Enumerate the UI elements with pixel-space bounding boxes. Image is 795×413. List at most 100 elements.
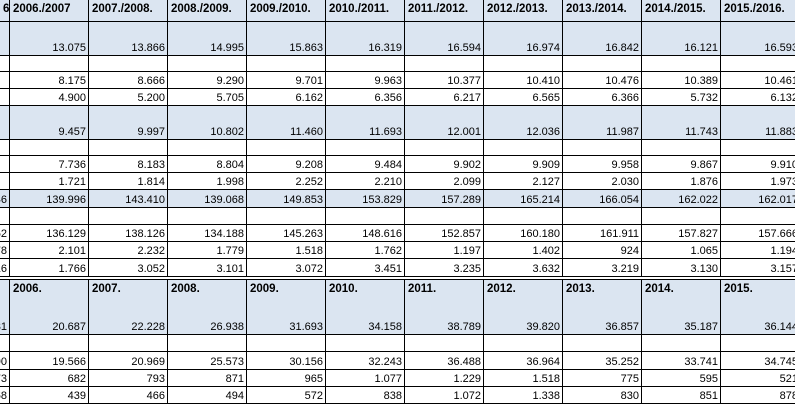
table-cell[interactable]: 139.068 <box>168 190 247 208</box>
table-cell[interactable]: 9.290 <box>168 72 247 89</box>
table-cell[interactable]: 8.175 <box>10 72 89 89</box>
table-cell[interactable]: 10.461 <box>721 72 795 89</box>
table-cell[interactable]: 6.132 <box>721 89 795 106</box>
table-cell[interactable]: 16.121 <box>642 22 721 56</box>
table-cell[interactable] <box>168 56 247 72</box>
table-cell[interactable]: 16.974 <box>484 22 563 56</box>
table-cell[interactable]: 6.162 <box>247 89 326 106</box>
table-cell[interactable]: 143.410 <box>89 190 168 208</box>
table-cell[interactable]: 2007./2008. <box>89 0 168 22</box>
table-cell[interactable]: 16 <box>0 259 10 277</box>
table-cell[interactable]: 3.219 <box>563 259 642 277</box>
table-cell[interactable]: 2.101 <box>10 242 89 259</box>
table-cell[interactable]: 160.180 <box>484 225 563 242</box>
table-cell[interactable]: 572 <box>247 387 326 404</box>
table-cell[interactable] <box>563 56 642 72</box>
table-cell[interactable]: 20.969 <box>89 352 168 370</box>
table-cell[interactable]: 5.200 <box>89 89 168 106</box>
table-cell[interactable]: 11.987 <box>563 106 642 140</box>
table-cell[interactable] <box>247 335 326 352</box>
table-cell[interactable]: 1.766 <box>10 259 89 277</box>
table-cell[interactable] <box>642 56 721 72</box>
table-cell[interactable] <box>0 72 10 89</box>
table-cell[interactable]: 78 <box>0 242 10 259</box>
table-cell[interactable]: 2010. <box>326 280 405 302</box>
table-cell[interactable] <box>484 208 563 225</box>
table-cell[interactable]: 1.779 <box>168 242 247 259</box>
table-cell[interactable]: 2.099 <box>405 173 484 190</box>
table-cell[interactable] <box>484 56 563 72</box>
table-cell[interactable]: 36.964 <box>484 352 563 370</box>
table-cell[interactable]: 5.705 <box>168 89 247 106</box>
table-cell[interactable]: 162.017 <box>721 190 795 208</box>
table-cell[interactable]: 15.863 <box>247 22 326 56</box>
table-cell[interactable]: 2008./2009. <box>168 0 247 22</box>
table-cell[interactable] <box>247 140 326 156</box>
table-cell[interactable]: 12.036 <box>484 106 563 140</box>
table-cell[interactable]: 165.214 <box>484 190 563 208</box>
table-cell[interactable]: 35.187 <box>642 301 721 335</box>
table-cell[interactable]: 31.693 <box>247 301 326 335</box>
table-cell[interactable]: 157.666 <box>721 225 795 242</box>
table-cell[interactable]: 32.243 <box>326 352 405 370</box>
table-cell[interactable]: 1.072 <box>405 387 484 404</box>
table-cell[interactable]: 13.866 <box>89 22 168 56</box>
table-cell[interactable]: 2.210 <box>326 173 405 190</box>
table-cell[interactable]: 2013. <box>563 280 642 302</box>
table-cell[interactable]: 595 <box>642 370 721 387</box>
table-cell[interactable]: 9.208 <box>247 156 326 173</box>
table-cell[interactable]: 5.732 <box>642 89 721 106</box>
table-cell[interactable]: 9.909 <box>484 156 563 173</box>
table-cell[interactable]: 161.911 <box>563 225 642 242</box>
table-cell[interactable] <box>0 89 10 106</box>
table-cell[interactable]: 8.666 <box>89 72 168 89</box>
table-cell[interactable] <box>484 335 563 352</box>
table-cell[interactable]: 2014./2015. <box>642 0 721 22</box>
table-cell[interactable]: 11.460 <box>247 106 326 140</box>
table-cell[interactable]: 9.867 <box>642 156 721 173</box>
table-cell[interactable] <box>168 335 247 352</box>
table-cell[interactable] <box>0 208 10 225</box>
table-cell[interactable]: 11.743 <box>642 106 721 140</box>
table-cell[interactable]: 8.183 <box>89 156 168 173</box>
table-cell[interactable] <box>0 106 10 140</box>
table-cell[interactable]: 36.857 <box>563 301 642 335</box>
table-cell[interactable]: 439 <box>10 387 89 404</box>
table-cell[interactable]: 10.410 <box>484 72 563 89</box>
table-cell[interactable]: 30.156 <box>247 352 326 370</box>
table-cell[interactable]: 9.701 <box>247 72 326 89</box>
table-cell[interactable]: 9.484 <box>326 156 405 173</box>
table-cell[interactable] <box>10 140 89 156</box>
table-cell[interactable]: 22.228 <box>89 301 168 335</box>
table-cell[interactable]: 2013./2014. <box>563 0 642 22</box>
table-cell[interactable]: 166.054 <box>563 190 642 208</box>
table-cell[interactable]: 153.829 <box>326 190 405 208</box>
table-cell[interactable] <box>168 140 247 156</box>
table-cell[interactable] <box>405 208 484 225</box>
table-cell[interactable]: 10.389 <box>642 72 721 89</box>
table-cell[interactable]: 16.319 <box>326 22 405 56</box>
table-cell[interactable] <box>721 208 795 225</box>
table-cell[interactable] <box>0 56 10 72</box>
table-cell[interactable]: 3.052 <box>89 259 168 277</box>
table-cell[interactable]: 26.938 <box>168 301 247 335</box>
table-cell[interactable] <box>642 140 721 156</box>
table-cell[interactable] <box>89 56 168 72</box>
table-cell[interactable]: 2006./2007 <box>10 0 89 22</box>
table-cell[interactable]: 31 <box>0 301 10 335</box>
table-cell[interactable]: 2008. <box>168 280 247 302</box>
table-cell[interactable]: 793 <box>89 370 168 387</box>
table-cell[interactable] <box>405 140 484 156</box>
table-cell[interactable]: 36.488 <box>405 352 484 370</box>
table-cell[interactable]: 521 <box>721 370 795 387</box>
table-cell[interactable] <box>0 22 10 56</box>
table-cell[interactable]: 33.741 <box>642 352 721 370</box>
table-cell[interactable] <box>326 208 405 225</box>
table-cell[interactable]: 4.900 <box>10 89 89 106</box>
table-cell[interactable]: 11.693 <box>326 106 405 140</box>
table-cell[interactable]: 11.883 <box>721 106 795 140</box>
table-cell[interactable]: 2012. <box>484 280 563 302</box>
table-cell[interactable] <box>0 140 10 156</box>
table-cell[interactable]: 1.518 <box>247 242 326 259</box>
table-cell[interactable]: 2011./2012. <box>405 0 484 22</box>
